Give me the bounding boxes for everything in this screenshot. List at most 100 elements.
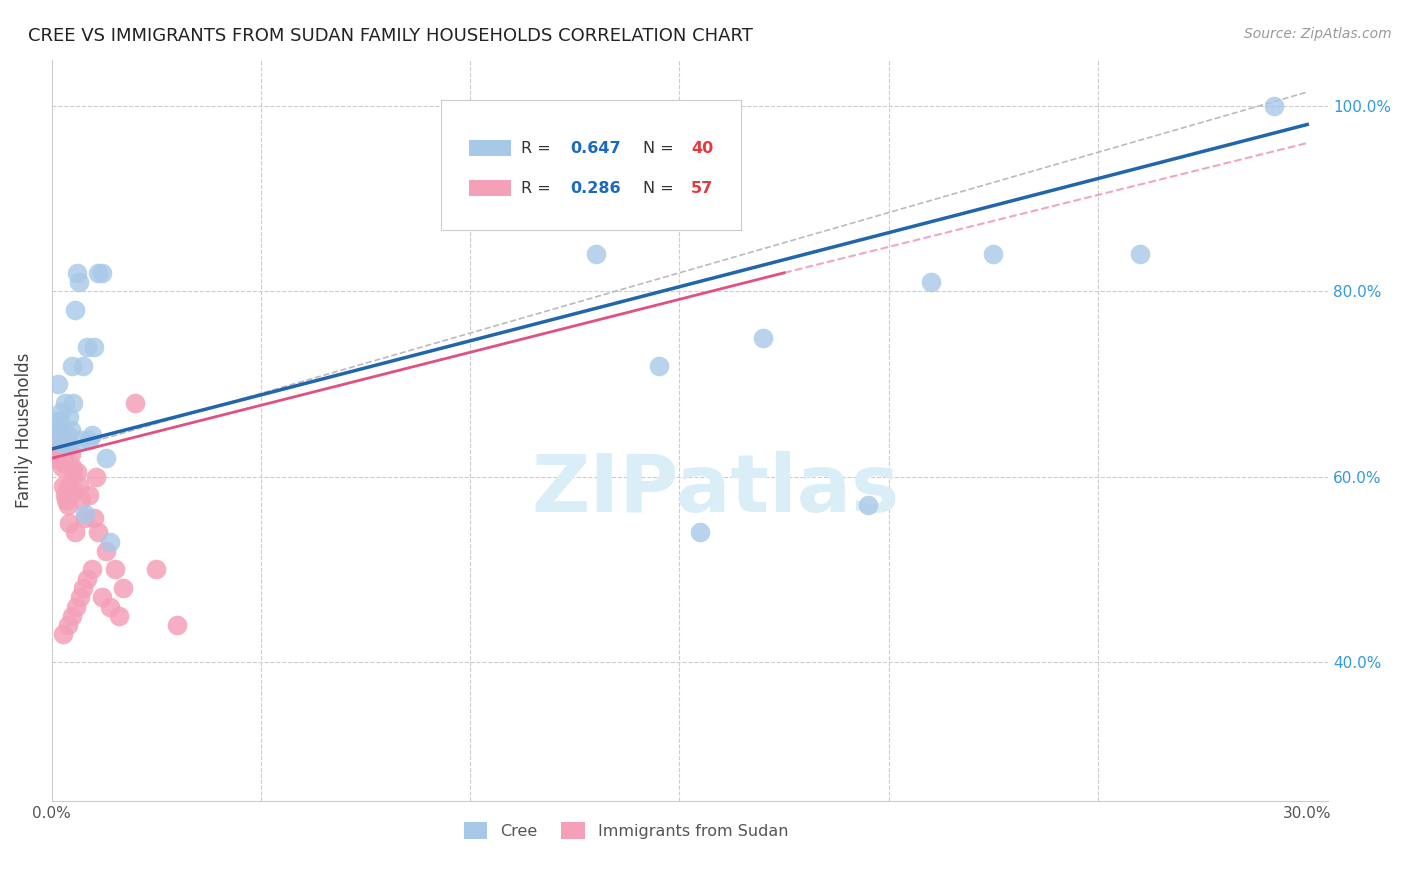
Point	[856, 498, 879, 512]
Y-axis label: Family Households: Family Households	[15, 352, 32, 508]
Point	[53, 456, 76, 470]
Point	[46, 433, 69, 447]
Point	[83, 340, 105, 354]
Text: R =: R =	[522, 181, 557, 195]
Point	[124, 395, 146, 409]
Point	[55, 428, 77, 442]
Point	[53, 437, 76, 451]
Point	[45, 428, 67, 442]
Point	[76, 572, 98, 586]
Point	[63, 302, 86, 317]
Point	[58, 516, 80, 530]
Point	[55, 492, 77, 507]
Text: 40: 40	[692, 141, 713, 155]
Point	[46, 377, 69, 392]
Point	[56, 618, 79, 632]
Point	[59, 447, 82, 461]
Point	[53, 395, 76, 409]
Point	[111, 581, 134, 595]
Point	[56, 437, 79, 451]
Point	[45, 447, 67, 461]
Point	[79, 488, 101, 502]
Point	[44, 451, 66, 466]
Point	[689, 525, 711, 540]
Point	[70, 433, 93, 447]
Text: R =: R =	[522, 141, 557, 155]
Point	[58, 498, 80, 512]
Point	[72, 581, 94, 595]
Point	[107, 608, 129, 623]
Point	[65, 599, 87, 614]
FancyBboxPatch shape	[441, 101, 741, 230]
Point	[60, 608, 83, 623]
Point	[52, 447, 75, 461]
Text: 57: 57	[692, 181, 713, 195]
Point	[58, 437, 80, 451]
Point	[63, 525, 86, 540]
Point	[52, 479, 75, 493]
Point	[647, 359, 669, 373]
Point	[59, 424, 82, 438]
Point	[67, 479, 90, 493]
Point	[91, 266, 114, 280]
Point	[87, 525, 110, 540]
Point	[55, 437, 77, 451]
Text: 0.286: 0.286	[569, 181, 620, 195]
Point	[49, 442, 72, 456]
Point	[66, 266, 89, 280]
Point	[80, 562, 103, 576]
Point	[752, 331, 775, 345]
Point	[48, 433, 70, 447]
Point	[69, 591, 91, 605]
Point	[62, 483, 84, 498]
Point	[79, 433, 101, 447]
Point	[51, 460, 73, 475]
Point	[49, 433, 72, 447]
Point	[42, 442, 65, 456]
Point	[51, 451, 73, 466]
Point	[87, 266, 110, 280]
Point	[48, 424, 70, 438]
FancyBboxPatch shape	[470, 140, 512, 156]
Point	[49, 433, 72, 447]
Point	[920, 275, 942, 289]
Point	[166, 618, 188, 632]
Point	[60, 359, 83, 373]
Point	[983, 247, 1005, 261]
Point	[66, 465, 89, 479]
Point	[44, 414, 66, 428]
Point	[51, 437, 73, 451]
Point	[1263, 99, 1285, 113]
Point	[56, 479, 79, 493]
Point	[53, 433, 76, 447]
Point	[45, 433, 67, 447]
Point	[76, 340, 98, 354]
Point	[49, 405, 72, 419]
Point	[53, 456, 76, 470]
Point	[49, 451, 72, 466]
Point	[80, 428, 103, 442]
Point	[67, 275, 90, 289]
Point	[96, 451, 118, 466]
Text: 0.647: 0.647	[569, 141, 620, 155]
FancyBboxPatch shape	[470, 180, 512, 196]
Point	[83, 511, 105, 525]
Point	[84, 469, 107, 483]
Text: N =: N =	[643, 181, 679, 195]
Point	[58, 428, 80, 442]
Point	[585, 247, 607, 261]
Point	[53, 488, 76, 502]
Text: CREE VS IMMIGRANTS FROM SUDAN FAMILY HOUSEHOLDS CORRELATION CHART: CREE VS IMMIGRANTS FROM SUDAN FAMILY HOU…	[28, 27, 754, 45]
Point	[51, 424, 73, 438]
Point	[72, 359, 94, 373]
Point	[91, 591, 114, 605]
Point	[96, 544, 118, 558]
Point	[98, 599, 121, 614]
Point	[52, 627, 75, 641]
Point	[98, 534, 121, 549]
Point	[60, 460, 83, 475]
Point	[62, 395, 84, 409]
Point	[70, 492, 93, 507]
Point	[62, 465, 84, 479]
Point	[48, 414, 70, 428]
